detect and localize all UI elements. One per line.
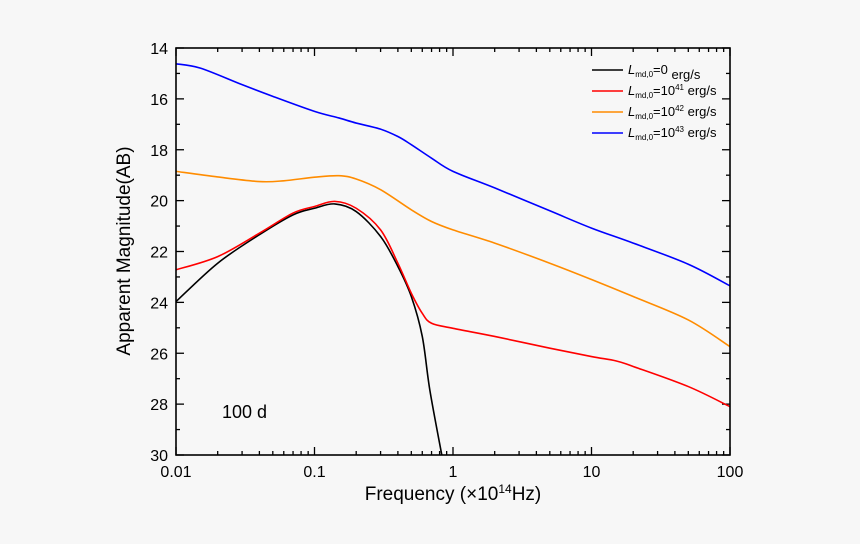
x-tick-label: 0.1 [303, 464, 325, 481]
x-axis-title: Frequency (×1014Hz) [365, 482, 542, 505]
annotation-100d: 100 d [222, 402, 267, 422]
y-tick-label: 30 [150, 448, 168, 465]
y-axis-title: Apparent Magnitude(AB) [114, 146, 135, 355]
series-line-0 [176, 203, 443, 455]
legend-label-0: Lmd,0=0 erg/s [628, 62, 701, 82]
y-tick-label: 24 [150, 295, 168, 312]
y-tick-label: 28 [150, 397, 168, 414]
x-tick-label: 10 [583, 464, 601, 481]
legend-label-1: Lmd,0=1041 erg/s [628, 83, 717, 100]
x-tick-label: 1 [449, 464, 458, 481]
plot-frame [175, 47, 731, 456]
y-tick-label: 18 [150, 143, 168, 160]
legend-label-3: Lmd,0=1043 erg/s [628, 125, 717, 142]
y-tick-label: 26 [150, 346, 168, 363]
series-line-3 [176, 62, 730, 287]
y-tick-labels: 14 16 18 20 22 24 26 28 30 [150, 41, 168, 465]
series-lines [176, 62, 730, 455]
y-tick-label: 16 [150, 92, 168, 109]
y-tick-label: 14 [150, 41, 168, 58]
y-tick-label: 20 [150, 194, 168, 211]
axis-ticks [175, 47, 731, 456]
legend-label-2: Lmd,0=1042 erg/s [628, 104, 717, 121]
x-tick-label: 0.01 [160, 464, 191, 481]
series-line-2 [176, 170, 730, 348]
series-line-1 [176, 200, 730, 408]
x-tick-labels: 0.01 0.1 1 10 100 [160, 464, 743, 481]
y-tick-label: 22 [150, 245, 168, 262]
x-tick-label: 100 [717, 464, 744, 481]
